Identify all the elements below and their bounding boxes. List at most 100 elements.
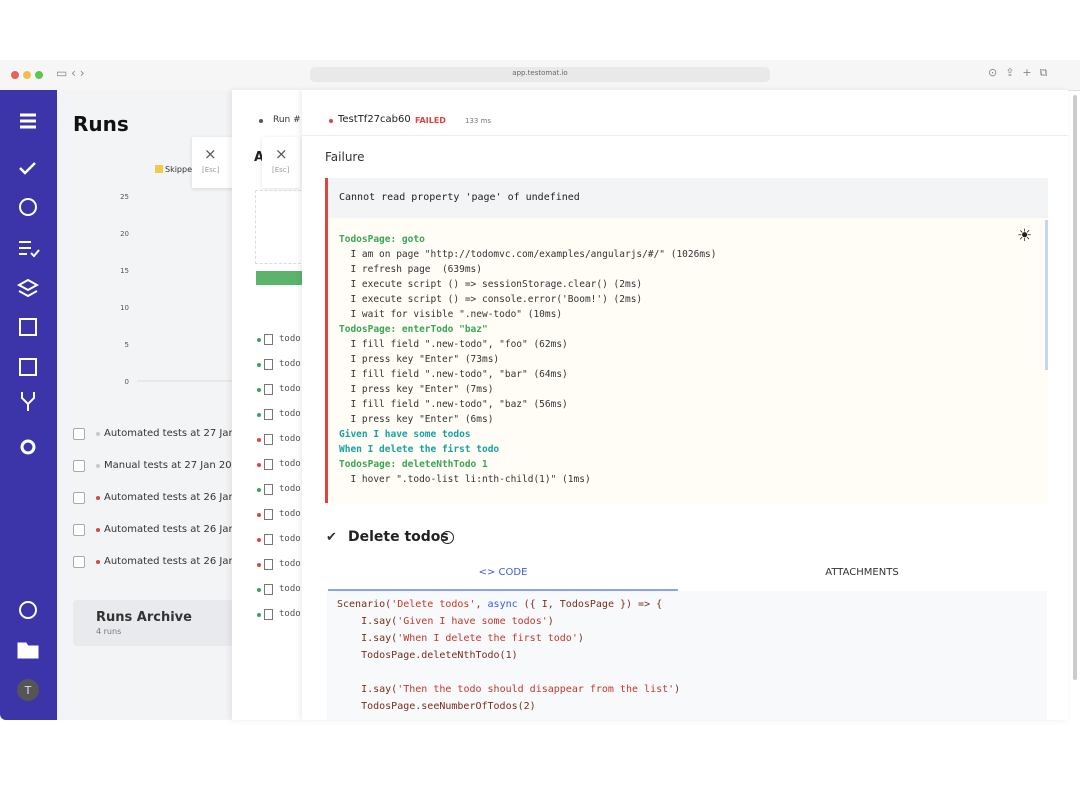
tab-underline	[328, 589, 678, 591]
code-line: TodosPage.deleteNthTodo(1)	[337, 650, 518, 661]
progress-bar	[256, 271, 302, 285]
code-token: ({ I, TodosPage }) => {	[517, 599, 663, 610]
status-dot	[257, 613, 261, 617]
status-dot	[257, 463, 261, 467]
status-dot	[257, 488, 261, 492]
code-token: )	[547, 616, 554, 627]
runs-title: Runs	[73, 112, 129, 136]
url: app.testomat.io	[512, 69, 568, 77]
file-icon	[264, 609, 273, 620]
log-line: Given I have some todos	[339, 429, 471, 440]
file-icon	[264, 534, 273, 545]
test-status: FAILED	[415, 116, 446, 125]
code-line: I.say('When I delete the first todo')	[337, 633, 584, 644]
y-tick-label: 10	[120, 304, 129, 312]
run-name: Automated tests at 26 Jan	[104, 524, 235, 535]
checkbox	[73, 428, 85, 440]
code-token: I.say(	[337, 616, 398, 627]
log-line: TodosPage: deleteNthTodo 1	[339, 459, 488, 470]
nav-buttons[interactable]: ▭ ‹ ›	[56, 66, 85, 80]
status-dot	[96, 464, 100, 468]
browser-toolbar: ▭ ‹ › app.testomat.io ⊙⇪+⧉	[0, 60, 1080, 91]
run-name: Automated tests at 27 Jan	[104, 428, 235, 439]
file-name: todo	[279, 409, 301, 419]
close-button[interactable]	[11, 71, 19, 79]
checkbox	[73, 460, 85, 472]
file-name: todo	[279, 384, 301, 394]
minimize-button[interactable]	[23, 71, 31, 79]
tab-attachments[interactable]: ATTACHMENTS	[825, 567, 899, 578]
log-line: I execute script () => console.error('Bo…	[339, 294, 643, 305]
sidebar: T	[0, 90, 57, 720]
avatar[interactable]: T	[24, 684, 32, 697]
file-icon	[264, 409, 273, 420]
test-name: TestTf27cab60	[338, 114, 411, 125]
close-icon[interactable]: ×	[204, 145, 217, 163]
log-line: I press key "Enter" (6ms)	[339, 414, 494, 425]
run-name: Automated tests at 26 Jan	[104, 556, 235, 567]
code-token: 'Delete todos'	[391, 599, 476, 610]
code-token: TodosPage.deleteNthTodo(1)	[337, 650, 518, 661]
log-box: TodosPage: goto I am on page "http://tod…	[325, 218, 1048, 503]
run-dot	[259, 119, 263, 123]
log-line: TodosPage: goto	[339, 234, 425, 245]
file-icon	[264, 509, 273, 520]
code-token: I.say(	[337, 633, 398, 644]
checkbox	[73, 524, 85, 536]
close-icon[interactable]: ×	[275, 145, 288, 163]
y-tick-label: 5	[125, 341, 129, 349]
runs-archive[interactable]: Runs Archive 4 runs	[73, 600, 233, 646]
file-icon	[264, 334, 273, 345]
file-icon	[264, 484, 273, 495]
log-line: I hover ".todo-list li:nth-child(1)" (1m…	[339, 474, 591, 485]
checkbox	[73, 556, 85, 568]
code-token: 'Given I have some todos'	[397, 616, 548, 627]
file-name: todo	[279, 459, 301, 469]
status-dot	[257, 588, 261, 592]
failure-title: Failure	[325, 150, 365, 164]
status-dot	[96, 528, 100, 532]
run-name: Manual tests at 27 Jan 20	[104, 460, 232, 471]
browser-actions[interactable]: ⊙⇪+⧉	[988, 66, 1056, 79]
tab-code[interactable]: <> CODE	[478, 567, 528, 578]
checkbox	[73, 492, 85, 504]
log-line: I execute script () => sessionStorage.cl…	[339, 279, 643, 290]
log-line: I fill field ".new-todo", "foo" (62ms)	[339, 339, 568, 350]
file-name: todo	[279, 334, 301, 344]
url-bar[interactable]	[310, 67, 770, 82]
file-icon	[264, 434, 273, 445]
code-token: Scenario(	[337, 599, 392, 610]
code-token: 'Then the todo should disappear from the…	[397, 684, 675, 695]
run-label: Run #	[273, 115, 301, 125]
code-line: TodosPage.seeNumberOfTodos(2)	[337, 701, 536, 712]
log-line: I press key "Enter" (7ms)	[339, 384, 494, 395]
status-dot	[257, 338, 261, 342]
zoom-button[interactable]	[35, 71, 43, 79]
status-dot	[257, 363, 261, 367]
log-line: I fill field ".new-todo", "bar" (64ms)	[339, 369, 568, 380]
error-message: Cannot read property 'page' of undefined	[339, 192, 580, 203]
esc-hint: [Esc]	[272, 166, 290, 174]
file-name: todo	[279, 559, 301, 569]
log-line: I wait for visible ".new-todo" (10ms)	[339, 309, 563, 320]
overlay-panel: × [Esc]	[192, 137, 234, 188]
theme-toggle[interactable]: ☀	[1017, 226, 1033, 246]
log-line: I fill field ".new-todo", "baz" (56ms)	[339, 399, 568, 410]
status-dot	[96, 496, 100, 500]
status-dot	[329, 119, 333, 123]
log-line: When I delete the first todo	[339, 444, 500, 455]
file-name: todo	[279, 534, 301, 544]
dashed-box	[255, 190, 301, 264]
code-token: TodosPage.seeNumberOfTodos(2)	[337, 701, 536, 712]
file-name: todo	[279, 609, 301, 619]
file-name: todo	[279, 509, 301, 519]
error-box: Cannot read property 'page' of undefined	[325, 178, 1048, 218]
code-token: )	[577, 633, 584, 644]
archive-count: 4 runs	[96, 627, 122, 636]
code-token: ,	[475, 599, 488, 610]
y-tick-label: 20	[120, 230, 129, 238]
sidebar-icons[interactable]: T	[0, 90, 57, 720]
y-tick-label: 0	[125, 378, 129, 386]
y-tick-label: 15	[120, 267, 129, 275]
